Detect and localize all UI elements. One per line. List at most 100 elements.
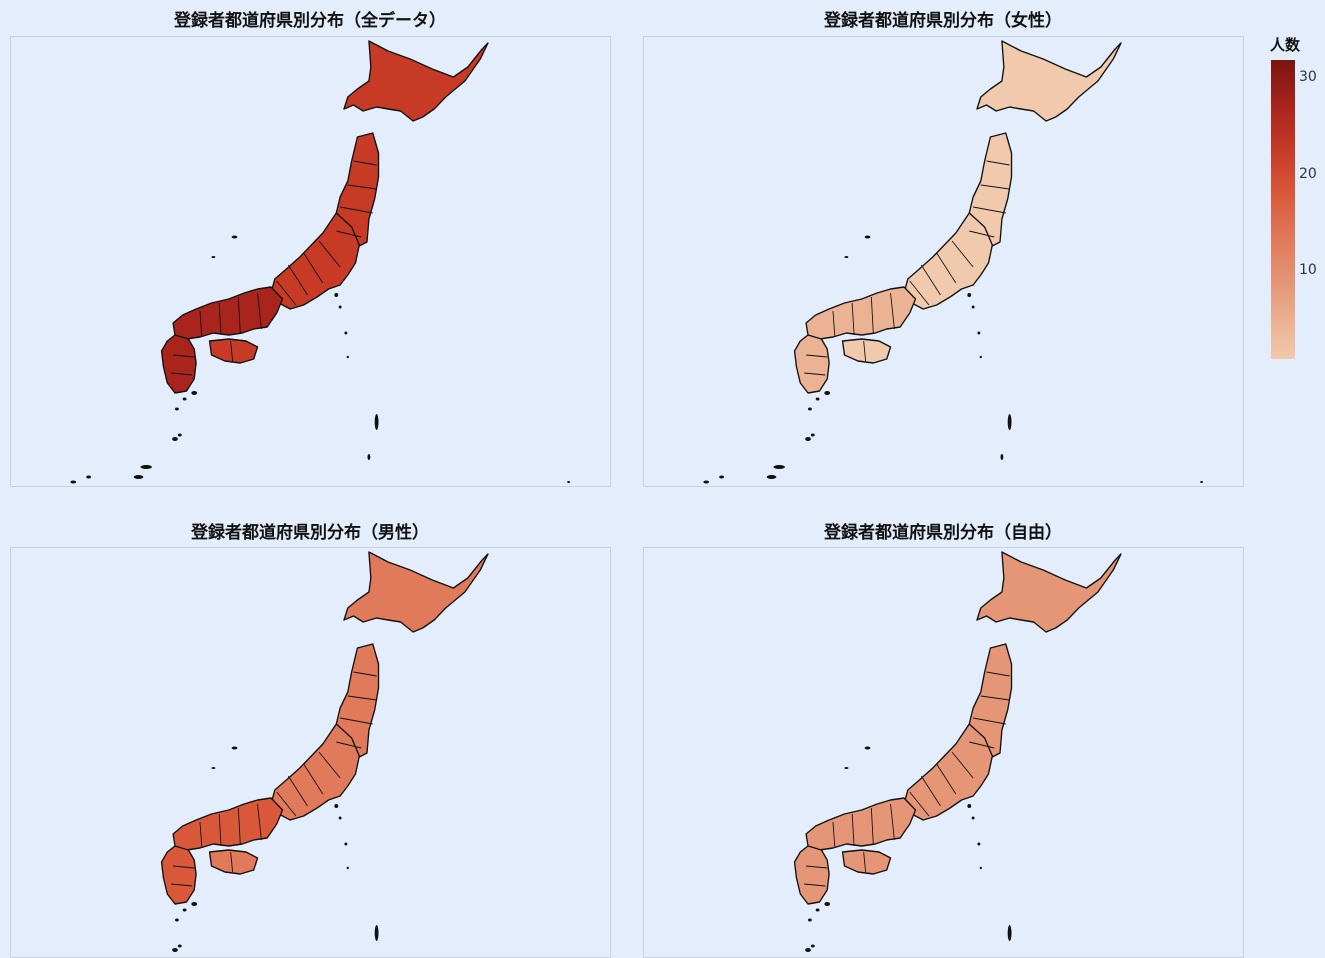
prefecture-border (303, 252, 324, 284)
island (172, 437, 178, 441)
prefecture-border (804, 372, 826, 376)
prefecture-region[interactable] (343, 551, 489, 633)
island (824, 391, 831, 395)
prefecture-border (230, 851, 234, 873)
prefecture-border (806, 354, 828, 358)
prefecture-region[interactable] (841, 338, 892, 364)
island (177, 944, 182, 948)
prefecture-border (804, 883, 826, 887)
island (344, 842, 348, 846)
prefecture-region[interactable] (270, 212, 360, 310)
island (172, 948, 178, 952)
island (346, 355, 349, 359)
prefecture-border (986, 671, 1010, 677)
prefecture-border (969, 230, 995, 238)
japan-map[interactable] (11, 548, 611, 958)
colorbar-title: 人数 (1270, 36, 1301, 54)
prefecture-region[interactable] (343, 40, 489, 122)
island (191, 391, 198, 395)
japan-map[interactable] (11, 37, 611, 487)
prefecture-border (171, 883, 193, 887)
map-panel-free[interactable] (643, 547, 1244, 958)
prefecture-border (920, 264, 941, 296)
japan-map[interactable] (644, 548, 1244, 958)
panel-title-all: 登録者都道府県別分布（全データ） (174, 11, 446, 31)
island (1200, 481, 1204, 483)
prefecture-border (287, 775, 308, 807)
island (374, 414, 379, 430)
prefecture-region[interactable] (976, 40, 1122, 122)
prefecture-border (973, 206, 1006, 214)
prefecture-border (287, 264, 308, 296)
island (810, 944, 815, 948)
island (719, 475, 724, 479)
prefecture-border (951, 751, 974, 779)
prefecture-region[interactable] (976, 551, 1122, 633)
island (338, 305, 342, 309)
prefecture-region[interactable] (208, 338, 259, 364)
island (703, 480, 710, 484)
colorbar-gradient (1271, 60, 1295, 359)
island (967, 293, 972, 297)
island (977, 331, 981, 335)
island (367, 454, 371, 460)
prefecture-border (851, 302, 855, 336)
map-panel-female[interactable] (643, 36, 1244, 487)
prefecture-border (870, 807, 874, 845)
prefecture-region[interactable] (172, 797, 284, 851)
prefecture-border (832, 310, 836, 338)
island (182, 397, 187, 401)
island (334, 804, 339, 808)
japan-map[interactable] (644, 37, 1244, 487)
prefecture-region[interactable] (841, 849, 892, 875)
island (766, 475, 777, 479)
island (773, 465, 785, 469)
prefecture-border (909, 280, 930, 306)
island (86, 475, 91, 479)
prefecture-border (806, 865, 828, 869)
prefecture-border (199, 310, 203, 338)
prefecture-border (347, 184, 377, 190)
prefecture-region[interactable] (903, 723, 993, 821)
prefecture-border (218, 813, 222, 847)
prefecture-region[interactable] (208, 849, 259, 875)
map-panel-all[interactable] (10, 36, 611, 487)
prefecture-border (218, 302, 222, 336)
prefecture-border (909, 791, 930, 817)
prefecture-region[interactable] (903, 212, 993, 310)
prefecture-border (173, 865, 195, 869)
prefecture-border (340, 717, 373, 725)
island (971, 816, 975, 820)
prefecture-region[interactable] (160, 334, 197, 394)
prefecture-border (318, 751, 341, 779)
colorbar-tick-20: 20 (1299, 166, 1317, 182)
island (967, 804, 972, 808)
prefecture-border (353, 671, 377, 677)
prefecture-border (890, 803, 895, 841)
prefecture-border (863, 340, 867, 362)
prefecture-region[interactable] (172, 286, 284, 340)
map-panel-male[interactable] (10, 547, 611, 958)
island (175, 407, 179, 411)
prefecture-border (347, 695, 377, 701)
prefecture-border (863, 851, 867, 873)
prefecture-border (276, 280, 297, 306)
colorbar-tick-10: 10 (1299, 262, 1317, 278)
prefecture-border (353, 160, 377, 166)
prefecture-region[interactable] (793, 334, 830, 394)
prefecture-region[interactable] (160, 845, 197, 905)
prefecture-border (936, 252, 957, 284)
island (338, 816, 342, 820)
prefecture-border (870, 296, 874, 334)
island (864, 746, 871, 750)
prefecture-border (936, 763, 957, 795)
prefecture-region[interactable] (793, 845, 830, 905)
prefecture-region[interactable] (805, 286, 917, 340)
panel-title-female: 登録者都道府県別分布（女性） (824, 11, 1062, 31)
island (815, 397, 820, 401)
island (979, 866, 982, 870)
prefecture-region[interactable] (270, 723, 360, 821)
prefecture-border (199, 821, 203, 849)
prefecture-region[interactable] (805, 797, 917, 851)
prefecture-border (980, 184, 1010, 190)
